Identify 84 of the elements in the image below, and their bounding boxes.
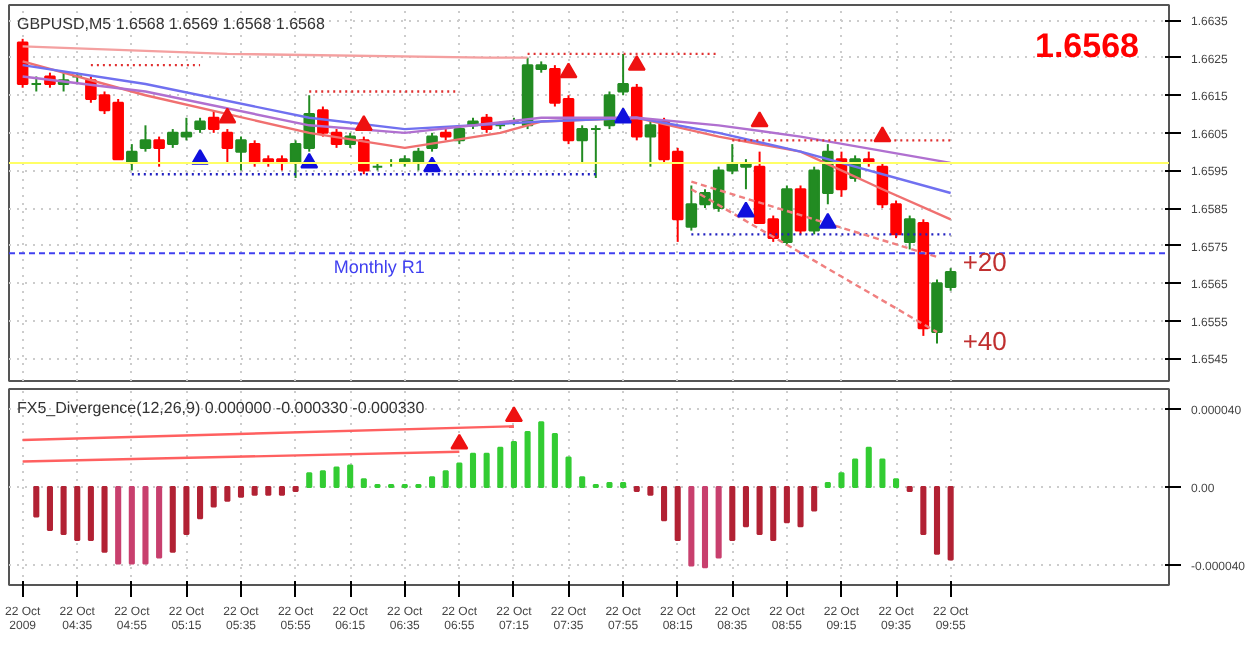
bar [674, 486, 681, 541]
line-series [21, 60, 952, 221]
bar [169, 486, 176, 553]
bar [783, 486, 790, 524]
bar [729, 486, 736, 541]
bar [46, 486, 53, 532]
bar [524, 431, 531, 488]
bar [947, 486, 954, 561]
point [818, 212, 837, 229]
bar [210, 486, 217, 508]
point [750, 111, 769, 128]
bar [510, 440, 517, 488]
candlestick [794, 184, 807, 236]
bar [538, 421, 545, 488]
bar [742, 486, 749, 528]
candlestick [153, 135, 165, 168]
annotation: 1.6568 [1035, 27, 1140, 65]
bar [156, 486, 163, 559]
bar [101, 486, 108, 553]
candlestick [139, 124, 152, 153]
bar [278, 486, 285, 496]
point [354, 115, 373, 131]
bar [347, 464, 354, 488]
bar [579, 476, 586, 488]
bar [811, 486, 818, 512]
text: FX5_Divergence(12,26,9) 0.000000 -0.000330 -0.000330 [17, 399, 426, 417]
bar [551, 433, 558, 488]
bar [360, 478, 367, 488]
bar [469, 452, 477, 488]
bar [128, 486, 135, 565]
point [736, 201, 755, 218]
point [559, 62, 578, 79]
bar [74, 486, 81, 541]
bar [197, 486, 204, 520]
bar [319, 470, 326, 488]
bar [933, 486, 941, 555]
bar [142, 486, 149, 565]
point [873, 126, 892, 143]
bar [456, 462, 463, 488]
bar [237, 486, 245, 498]
bar [33, 486, 40, 518]
bar [429, 476, 436, 488]
candlestick [235, 135, 247, 172]
bar [306, 472, 313, 488]
bar [688, 486, 695, 567]
bar [251, 486, 258, 496]
bar [87, 486, 94, 541]
bar [647, 486, 654, 496]
bar [115, 486, 122, 565]
bar [565, 456, 572, 488]
bar [756, 486, 763, 536]
bar [770, 486, 777, 541]
bar [333, 466, 340, 488]
point [218, 107, 237, 124]
bar [497, 446, 504, 488]
bar [852, 458, 859, 488]
bar [661, 486, 668, 522]
bar [893, 478, 900, 488]
text: GBPUSD,M5 1.6568 1.6569 1.6568 1.6568 [17, 15, 326, 33]
point [614, 107, 633, 124]
bar [483, 452, 490, 488]
bar [224, 486, 231, 502]
line-series [21, 63, 952, 195]
bar [797, 486, 804, 528]
candlestick [617, 52, 629, 97]
bar [715, 486, 722, 559]
bar [879, 458, 886, 488]
annotation: +40 [962, 325, 1007, 356]
annotation: +20 [962, 246, 1007, 277]
candlestick [207, 109, 220, 134]
candlestick [644, 120, 657, 168]
bar [920, 486, 927, 536]
bar [60, 486, 67, 536]
bar [838, 472, 845, 488]
line-series [21, 75, 952, 165]
ref-line-label: Monthly R1 [333, 257, 425, 278]
bar [865, 446, 872, 488]
bar [701, 486, 709, 569]
bar [265, 486, 272, 496]
candlestick [903, 214, 916, 251]
candlestick [221, 128, 234, 164]
point [627, 54, 646, 71]
bar [442, 470, 449, 488]
bar [183, 486, 190, 536]
